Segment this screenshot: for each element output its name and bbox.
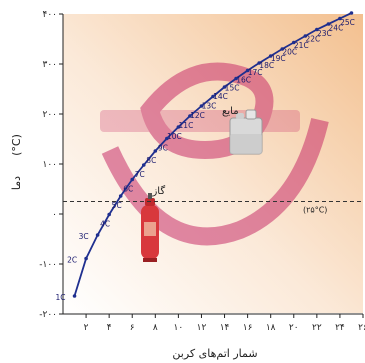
point-label: 12C: [190, 111, 205, 120]
point-label: 24C: [329, 24, 344, 33]
x-tick-label: ۱۰: [174, 323, 184, 333]
data-point: [188, 114, 192, 118]
data-point: [315, 27, 319, 32]
point-label: 16C: [236, 76, 251, 85]
data-point: [291, 40, 296, 45]
y-tick-label: ۱۰۰: [42, 160, 57, 170]
point-label: 15C: [225, 84, 240, 93]
data-point: [95, 233, 100, 237]
data-point: [268, 54, 273, 58]
x-tick-label: ۱۶: [243, 323, 253, 333]
point-label: 3C: [79, 232, 89, 241]
data-point: [280, 47, 285, 51]
data-point: [199, 104, 204, 108]
data-point: [72, 294, 77, 298]
data-point: [222, 85, 227, 89]
liquid-jerrycan-icon: [229, 109, 263, 155]
point-label: 1C: [56, 293, 66, 302]
data-point: [245, 68, 250, 73]
data-point: [338, 16, 342, 21]
gas-cylinder-icon: [141, 193, 159, 262]
point-label: 13C: [202, 102, 217, 111]
point-label: 7C: [135, 170, 145, 179]
data-point: [130, 177, 135, 182]
data-point: [165, 136, 169, 141]
data-point: [303, 34, 308, 38]
phase-annotation: گاز: [151, 185, 165, 197]
data-point: [234, 76, 238, 81]
room-temperature-label: (۲۵°C): [303, 206, 327, 215]
point-label: 20C: [282, 48, 297, 57]
y-axis-unit: (°C): [10, 134, 23, 156]
point-label: 21C: [294, 41, 309, 50]
point-label: 25C: [340, 18, 355, 27]
y-tick-label: -۱۰۰: [39, 260, 57, 270]
point-label: 2C: [67, 256, 77, 265]
point-label: 22C: [305, 35, 320, 44]
point-label: 6C: [123, 185, 133, 194]
x-tick-label: ۱۲: [197, 323, 207, 333]
y-tick-label: ۲۰۰: [42, 110, 57, 120]
phase-annotation: مایع: [222, 106, 239, 117]
data-point: [257, 61, 261, 65]
y-tick-label: ۳۰۰: [42, 60, 57, 70]
data-point: [107, 212, 111, 217]
point-label: 23C: [317, 29, 332, 38]
x-tick-label: ۱۴: [220, 323, 230, 333]
x-tick-label: ۲۲: [312, 323, 322, 333]
data-point: [176, 125, 181, 129]
x-tick-label: ۴: [107, 323, 112, 333]
data-point: [326, 22, 331, 26]
data-point: [211, 94, 215, 99]
y-tick-label: -۲۰۰: [39, 310, 57, 320]
point-label: 4C: [100, 220, 110, 229]
data-point: [84, 256, 88, 261]
point-label: 5C: [112, 201, 122, 210]
data-point: [118, 194, 123, 198]
x-tick-label: ۲۰: [289, 323, 299, 333]
point-label: 11C: [179, 121, 194, 130]
point-label: 10C: [167, 132, 182, 141]
point-label: 9C: [158, 144, 168, 153]
point-label: 14C: [213, 92, 228, 101]
x-tick-label: ۲۴: [335, 323, 345, 333]
x-tick-label: ۱۸: [266, 323, 276, 333]
y-tick-label: ۰: [52, 210, 57, 220]
x-axis-title: شمار اتم‌های کربن: [172, 347, 257, 360]
x-tick-label: ۲: [84, 323, 89, 333]
data-point: [141, 163, 146, 167]
x-tick-label: ۸: [153, 323, 158, 333]
x-tick-label: ۶: [130, 323, 135, 333]
point-label: 18C: [259, 61, 274, 70]
x-tick-label: ۲۶: [358, 323, 365, 333]
point-label: 8C: [146, 156, 156, 165]
point-label: 17C: [248, 68, 263, 77]
point-label: 19C: [271, 54, 286, 63]
y-tick-label: ۴۰۰: [42, 10, 57, 20]
y-axis-title: دما: [10, 176, 23, 190]
data-point: [153, 149, 158, 153]
data-point: [349, 11, 354, 15]
